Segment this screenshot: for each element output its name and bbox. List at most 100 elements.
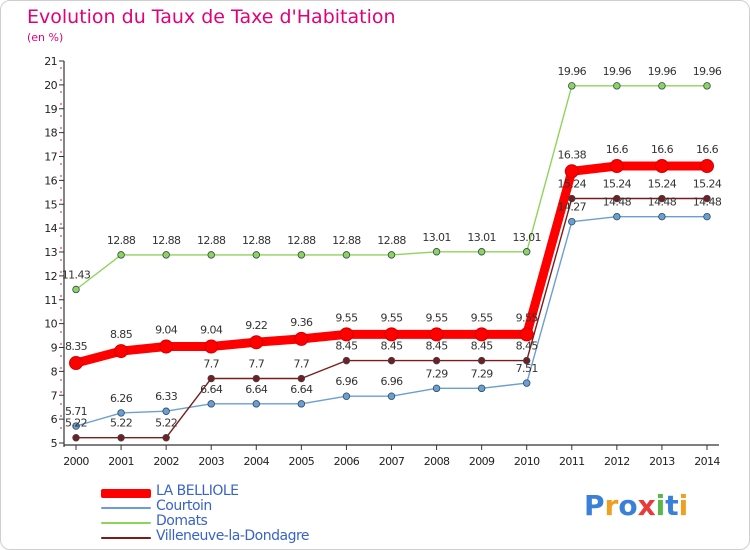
series-point-1-0 [72, 422, 80, 430]
x-tick-label: 2001 [108, 455, 134, 468]
data-label-1-4: 6.64 [245, 383, 268, 396]
series-point-1-9 [477, 384, 486, 393]
data-label-0-12: 16.6 [606, 143, 629, 156]
data-label-2-2: 12.88 [152, 234, 181, 247]
data-label-1-0: 5.71 [65, 405, 87, 418]
data-label-2-6: 12.88 [332, 234, 361, 247]
data-label-0-8: 9.55 [426, 311, 449, 324]
data-label-3-9: 8.45 [471, 340, 494, 353]
series-point-1-2 [162, 407, 170, 415]
x-tick-label: 2005 [289, 455, 315, 468]
series-point-3-11 [568, 194, 576, 203]
series-point-2-13 [658, 82, 666, 90]
data-label-2-14: 19.96 [693, 65, 722, 78]
series-point-1-1 [117, 409, 125, 417]
legend-label: LA BELLIOLE [156, 483, 239, 499]
legend-swatch [101, 537, 151, 539]
data-label-1-12: 14.48 [603, 196, 632, 209]
y-tick-label: 7 [51, 389, 58, 402]
series-point-1-14 [703, 212, 711, 221]
series-point-3-0 [72, 434, 80, 442]
series-point-1-5 [297, 400, 306, 408]
y-tick-label: 8 [51, 365, 58, 378]
axes: 5 6 7 8 9 10 11 12 13 14 15 16 17 18 19 20 21 2000 2001 200… [44, 55, 721, 468]
data-label-0-11: 16.38 [558, 148, 587, 161]
series-point-2-0 [72, 285, 80, 294]
series-point-2-10 [523, 248, 531, 256]
logo-letter: P [584, 489, 605, 522]
series-point-3-1 [117, 434, 125, 442]
y-tick-label: 20 [44, 79, 57, 92]
x-tick-label: 2006 [334, 455, 360, 468]
legend-label: Courtoin [156, 498, 212, 514]
series-point-2-2 [162, 251, 170, 259]
series-point-0-1 [114, 344, 129, 359]
data-label-1-10: 7.51 [516, 362, 538, 375]
data-label-0-9: 9.55 [471, 311, 494, 324]
data-label-3-12: 15.24 [603, 178, 632, 191]
series-point-1-10 [523, 379, 531, 387]
data-label-0-4: 9.22 [245, 319, 267, 332]
series-point-2-7 [387, 251, 396, 259]
series-point-2-12 [613, 82, 621, 90]
data-label-3-2: 5.22 [155, 417, 177, 430]
data-label-2-13: 19.96 [648, 65, 677, 78]
data-label-3-0: 5.22 [65, 417, 87, 430]
series-point-0-3 [204, 339, 219, 354]
logo-letter: o [618, 489, 638, 522]
data-label-3-5: 7.7 [294, 358, 310, 371]
logo-letter: x [637, 489, 656, 522]
y-tick-label: 15 [44, 198, 57, 211]
x-tick-label: 2002 [153, 455, 179, 468]
y-tick-label: 10 [44, 318, 57, 331]
series-point-2-1 [117, 251, 125, 259]
data-label-3-6: 8.45 [335, 340, 358, 353]
series-point-2-4 [252, 251, 260, 259]
data-label-3-1: 5.22 [110, 417, 132, 430]
series-point-0-7 [384, 327, 399, 342]
x-tick-label: 2000 [63, 455, 89, 468]
series-point-0-8 [429, 327, 444, 342]
data-label-1-11: 14.27 [558, 201, 587, 214]
series-point-3-3 [207, 374, 215, 383]
proxiti-logo: Proxiti [584, 489, 688, 522]
y-tick-label: 13 [44, 246, 57, 259]
series-points [69, 82, 714, 442]
x-tick-label: 2003 [198, 455, 224, 468]
series-point-2-8 [432, 248, 441, 256]
series-point-3-8 [432, 356, 441, 365]
y-tick-label: 16 [44, 174, 57, 187]
series-point-1-3 [207, 400, 215, 408]
chart-title: Evolution du Taux de Taxe d'Habitation [27, 6, 396, 28]
series-point-3-5 [297, 374, 306, 383]
series-point-2-11 [568, 82, 576, 90]
x-tick-label: 2013 [649, 455, 675, 468]
data-label-2-5: 12.88 [287, 234, 316, 247]
data-label-3-14: 15.24 [693, 178, 722, 191]
data-label-2-1: 12.88 [107, 234, 136, 247]
y-tick-label: 19 [44, 103, 57, 116]
y-tick-label: 6 [51, 413, 58, 426]
series-point-2-3 [207, 251, 215, 259]
data-label-0-3: 9.04 [200, 324, 223, 337]
data-label-2-9: 13.01 [467, 231, 496, 244]
y-tick-label: 17 [44, 151, 57, 164]
data-label-3-10: 8.45 [516, 340, 539, 353]
data-label-0-1: 8.85 [110, 328, 133, 341]
data-label-1-6: 6.96 [335, 375, 358, 388]
data-label-1-8: 7.29 [426, 367, 449, 380]
legend-swatch [101, 507, 151, 509]
data-label-1-1: 6.26 [110, 392, 133, 405]
series-point-1-11 [568, 217, 576, 226]
data-label-1-5: 6.64 [290, 383, 313, 396]
data-label-3-13: 15.24 [648, 178, 677, 191]
series-point-3-10 [523, 356, 531, 365]
series-point-0-9 [474, 327, 489, 342]
series-point-3-7 [387, 356, 396, 365]
data-label-1-9: 7.29 [471, 367, 494, 380]
x-tick-label: 2007 [379, 455, 405, 468]
series-point-1-7 [387, 392, 396, 400]
y-tick-label: 12 [44, 270, 57, 283]
data-label-0-10: 9.55 [516, 311, 539, 324]
